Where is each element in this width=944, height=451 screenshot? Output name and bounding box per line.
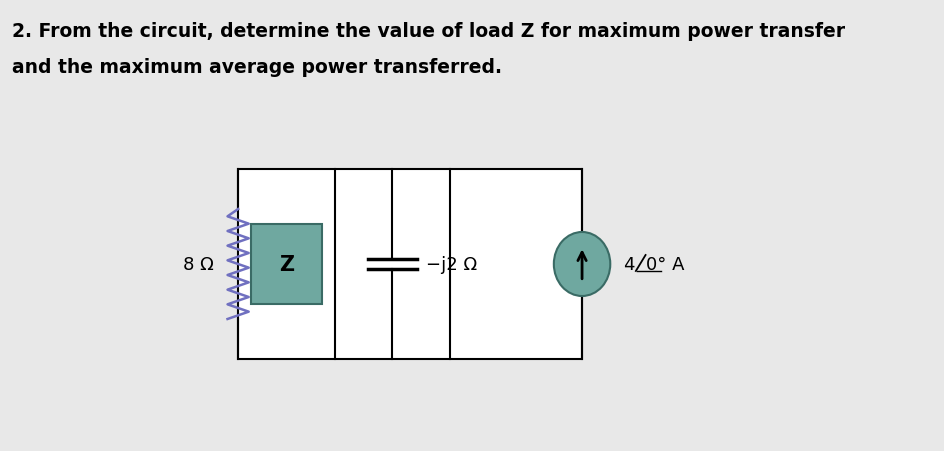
Bar — [251, 225, 322, 304]
Text: 8 Ω: 8 Ω — [183, 255, 213, 273]
Text: 4: 4 — [623, 255, 634, 273]
Text: Z: Z — [278, 254, 294, 274]
Text: and the maximum average power transferred.: and the maximum average power transferre… — [12, 58, 502, 77]
Circle shape — [553, 232, 610, 296]
Text: 0° A: 0° A — [645, 255, 683, 273]
Text: −j2 Ω: −j2 Ω — [426, 255, 477, 273]
Bar — [238, 170, 582, 359]
Text: 2. From the circuit, determine the value of load Z for maximum power transfer: 2. From the circuit, determine the value… — [12, 22, 845, 41]
